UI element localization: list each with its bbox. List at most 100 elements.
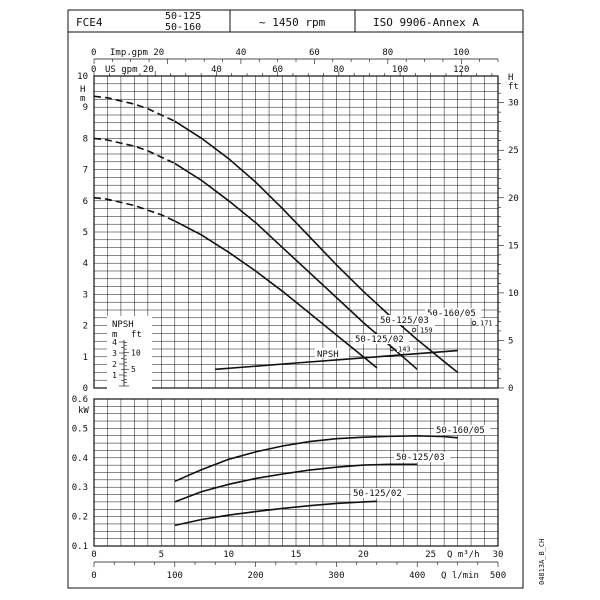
tick-label-kw: 0.2 — [72, 513, 88, 523]
tick-label-q-m3h: 25 — [425, 550, 436, 560]
npsh-tick-label-m: 4 — [112, 338, 117, 347]
tick-label-imp-gpm: 0 — [91, 48, 96, 58]
axis-unit-ft: ft — [508, 82, 519, 92]
tick-label-kw: 0.3 — [72, 483, 88, 493]
npsh-inset-unit-ft: ft — [131, 330, 142, 340]
tick-label-q-m3h: 30 — [493, 550, 504, 560]
axis-unit-kw: kW — [78, 406, 89, 416]
header-size-1: 50-125 — [165, 11, 201, 22]
tick-label-us-gpm: 80 — [333, 65, 344, 75]
power-series-label-50-160/05: 50-160/05 — [436, 426, 485, 436]
axis-label-imp-gpm: Imp.gpm 20 — [110, 48, 164, 58]
tick-label-h-m: 2 — [83, 322, 88, 332]
axis-unit-q-m3h: Q m³/h — [447, 550, 480, 560]
tick-label-h-m: 7 — [83, 166, 88, 176]
tick-label-kw: 0.4 — [72, 454, 88, 464]
power-curve-50-125/02 — [174, 500, 377, 527]
tick-label-l-min: 400 — [409, 571, 425, 581]
tick-label-q-m3h: 5 — [159, 550, 164, 560]
head-curve-50-125/02 — [174, 220, 378, 369]
footer-code: 04813A_B_CH — [538, 539, 546, 585]
tick-label-h-m: 6 — [83, 197, 88, 207]
npsh-curve — [215, 349, 458, 371]
axis-unit-h: H — [80, 85, 85, 95]
npsh-tick-label-m: 3 — [112, 349, 117, 358]
tick-label-imp-gpm: 80 — [382, 48, 393, 58]
tick-label-l-min: 300 — [328, 571, 344, 581]
power-label-bg — [434, 425, 491, 435]
tick-label-imp-gpm: 60 — [309, 48, 320, 58]
axis-unit-l-min: Q l/min — [441, 571, 479, 581]
header-speed: ~ 1450 rpm — [259, 16, 326, 29]
impeller-marker — [411, 327, 417, 333]
tick-label-l-min: 0 — [91, 571, 96, 581]
npsh-inset-bg — [107, 316, 152, 392]
tick-label-imp-gpm: 40 — [235, 48, 246, 58]
tick-label-h-m: 10 — [77, 72, 88, 82]
tick-label-us-gpm: 120 — [453, 65, 469, 75]
tick-label-l-min: 100 — [167, 571, 183, 581]
npsh-tick-label-m: 2 — [112, 360, 117, 369]
tick-label-h-ft: 30 — [508, 99, 519, 109]
impeller-label-bg — [479, 318, 495, 326]
npsh-tick-label-m: 1 — [112, 371, 117, 380]
power-label-bg — [394, 452, 451, 462]
tick-label-q-m3h: 15 — [291, 550, 302, 560]
npsh-inset-title: NPSH — [112, 320, 134, 330]
tick-label-h-ft: 25 — [508, 146, 519, 156]
tick-label-h-m: 0 — [83, 384, 88, 394]
tick-label-us-gpm: 60 — [272, 65, 283, 75]
npsh-inset-unit-m: m — [112, 330, 117, 340]
tick-label-h-m: 3 — [83, 290, 88, 300]
head-curve-50-160/05 — [174, 120, 459, 374]
npsh-label-bg — [315, 348, 349, 358]
tick-label-q-m3h: 10 — [223, 550, 234, 560]
tick-label-h-m: 9 — [83, 103, 88, 113]
tick-label-h-ft: 5 — [508, 336, 513, 346]
tick-label-h-ft: 10 — [508, 289, 519, 299]
series-label-bg — [378, 315, 435, 325]
tick-label-imp-gpm: 100 — [453, 48, 469, 58]
page-border — [67, 31, 524, 589]
tick-label-l-min: 500 — [490, 571, 506, 581]
tick-label-l-min: 200 — [247, 571, 263, 581]
tick-label-h-m: 5 — [83, 228, 88, 238]
power-series-label-50-125/02: 50-125/02 — [353, 489, 402, 499]
tick-label-us-gpm: 100 — [392, 65, 408, 75]
labels: 50-160/0517150-125/0315950-125/02143NPSH… — [107, 308, 495, 499]
series-label-bg — [353, 334, 410, 344]
power-plot-border — [93, 398, 499, 547]
tick-label-kw: 0.5 — [72, 424, 88, 434]
series-label-50-125/03: 50-125/03 — [380, 316, 429, 326]
head-plot-border — [93, 75, 499, 389]
tick-label-h-ft: 20 — [508, 194, 519, 204]
impeller-diameter-label: 143 — [398, 346, 411, 354]
power-curve-50-125/03 — [174, 463, 418, 503]
head-curve-dashed-50-125/02 — [93, 196, 176, 222]
power-curve-50-160/05 — [174, 434, 458, 483]
impeller-marker — [471, 320, 477, 326]
tick-label-us-gpm: 40 — [211, 65, 222, 75]
head-curve-dashed-50-160/05 — [93, 95, 176, 122]
axis-unit-m: m — [80, 94, 85, 104]
tick-label-h-m: 8 — [83, 134, 88, 144]
npsh-tick-label-ft: 5 — [131, 365, 136, 374]
series-label-50-125/02: 50-125/02 — [355, 335, 404, 345]
impeller-label-bg — [419, 325, 435, 333]
power-label-bg — [351, 488, 408, 498]
header-model: FCE4 — [76, 16, 103, 29]
tick-label-us-gpm: 0 — [91, 65, 96, 75]
npsh-tick-label-ft: 10 — [131, 348, 141, 357]
head-chart-grid — [93, 75, 499, 389]
impeller-diameter-label: 171 — [480, 320, 493, 328]
tick-label-kw: 0.6 — [72, 395, 88, 405]
series-label-50-160/05: 50-160/05 — [427, 309, 476, 319]
head-curve-dashed-50-125/03 — [93, 137, 176, 165]
impeller-marker — [389, 346, 395, 352]
tick-label-h-ft: 0 — [508, 384, 513, 394]
npsh-curve-label: NPSH — [317, 350, 339, 360]
header: FCE4 50-125 50-160 ~ 1450 rpm ISO 9906-A… — [67, 9, 524, 33]
header-standard: ISO 9906-Annex A — [373, 16, 479, 29]
